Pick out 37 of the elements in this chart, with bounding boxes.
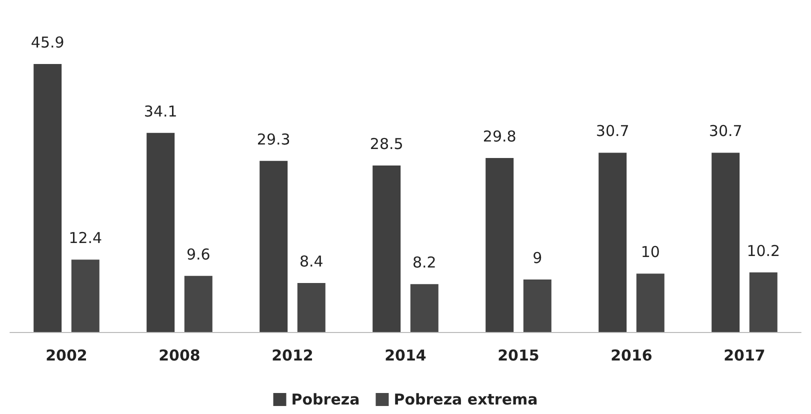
x-tick-label: 2016 (610, 346, 652, 364)
data-label: 10 (640, 243, 660, 262)
data-label: 45.9 (30, 33, 64, 52)
x-tick-label: 2012 (272, 346, 314, 364)
legend-label: Pobreza (291, 390, 360, 408)
x-tick-label: 2014 (384, 346, 426, 364)
data-label: 34.1 (144, 102, 178, 120)
bar (523, 279, 552, 332)
bar (712, 152, 740, 332)
bar (486, 158, 514, 332)
data-label: 8.4 (299, 252, 324, 270)
bar (598, 152, 627, 332)
data-label: 30.7 (708, 122, 742, 140)
bar (297, 282, 326, 332)
x-tick-label: 2015 (498, 346, 540, 364)
bar (372, 166, 401, 332)
legend-label: Pobreza extrema (394, 390, 538, 408)
data-label: 30.7 (596, 122, 630, 140)
bar (34, 64, 62, 332)
bar (260, 160, 288, 332)
data-label: 28.5 (370, 135, 404, 154)
data-label: 10.2 (746, 242, 780, 260)
data-label: 8.2 (412, 254, 436, 272)
bar (146, 132, 175, 332)
data-label: 12.4 (68, 229, 102, 248)
data-label: 29.3 (256, 130, 290, 148)
x-tick-label: 2008 (158, 346, 200, 364)
data-label: 9.6 (186, 245, 210, 264)
bar (410, 284, 438, 332)
x-tick-label: 2002 (46, 346, 88, 364)
bar (636, 274, 664, 332)
bar (749, 272, 778, 332)
data-label: 29.8 (482, 127, 516, 146)
bar (184, 276, 212, 332)
data-label: 9 (532, 248, 542, 267)
bar (71, 260, 100, 332)
x-tick-label: 2017 (724, 346, 766, 364)
